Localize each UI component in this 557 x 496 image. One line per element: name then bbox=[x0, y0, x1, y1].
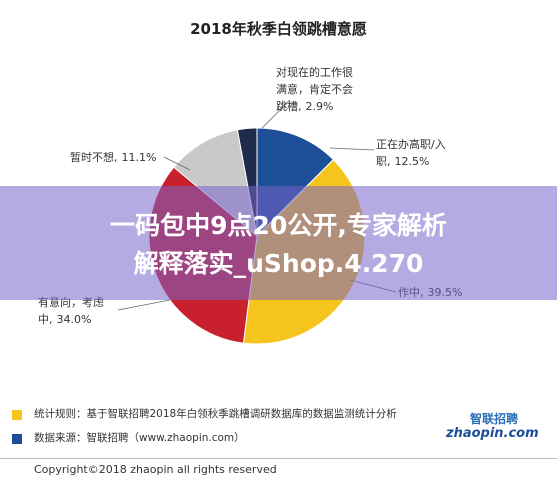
leader-line bbox=[329, 147, 375, 151]
slice-value: 11.1% bbox=[121, 151, 157, 164]
slice-value: 12.5% bbox=[394, 155, 430, 168]
logo-name: 智联招聘 bbox=[470, 412, 519, 426]
copyright: Copyright©2018 zhaopin all rights reserv… bbox=[34, 463, 277, 476]
slice-value: 2.9% bbox=[305, 100, 334, 113]
note: 统计规则：基于智联招聘2018年白领秋季跳槽调研数据库的数据监测统计分析 bbox=[34, 408, 397, 420]
slice-category: 正在办高职/入职, bbox=[376, 138, 446, 168]
leader-line bbox=[163, 156, 191, 171]
slice-category: 对现在的工作很满意，肯定不会跳槽, bbox=[276, 66, 353, 113]
leader-line bbox=[117, 299, 171, 311]
chart-title: 2018年秋季白领跳槽意愿 bbox=[190, 20, 367, 38]
slice-label: 正在办高职/入职, 12.5% bbox=[376, 136, 458, 170]
slice-label: 对现在的工作很满意，肯定不会跳槽, 2.9% bbox=[276, 64, 360, 115]
banner-line: 一码包中9点20公开,专家解析 bbox=[110, 211, 447, 240]
note-icon bbox=[12, 410, 22, 420]
banner: 一码包中9点20公开,专家解析 解释落实_uShop.4.270 bbox=[0, 186, 557, 300]
slice-category: 暂时不想, bbox=[70, 151, 118, 164]
note: 数据来源：智联招聘（www.zhaopin.com） bbox=[34, 432, 245, 444]
slice-value: 34.0% bbox=[56, 313, 92, 326]
slice-label: 暂时不想, 11.1% bbox=[70, 149, 190, 166]
separator bbox=[0, 458, 557, 459]
banner-line: 解释落实_uShop.4.270 bbox=[133, 249, 424, 278]
logo-site: zhaopin.com bbox=[446, 426, 539, 441]
leader-line bbox=[261, 99, 291, 129]
note-icon bbox=[12, 434, 22, 444]
